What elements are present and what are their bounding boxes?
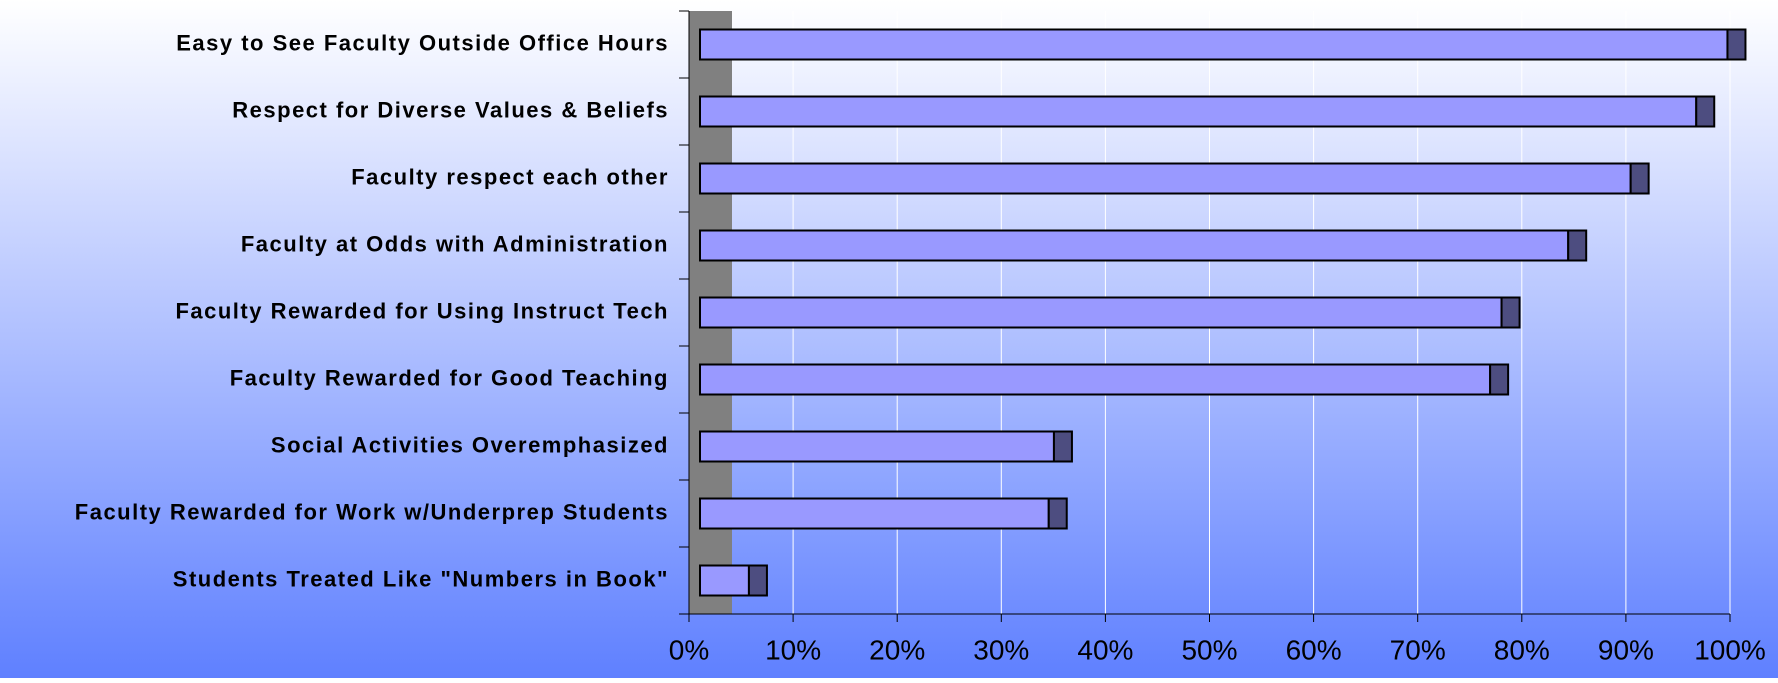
- y-tick-label: Easy to See Faculty Outside Office Hours: [176, 30, 669, 55]
- bar-side: [1489, 363, 1510, 396]
- bar: [699, 229, 1570, 262]
- x-tick-label: 30%: [973, 634, 1029, 665]
- bar: [699, 296, 1503, 329]
- bar-side: [1500, 296, 1521, 329]
- x-tick-label: 20%: [869, 634, 925, 665]
- bar: [699, 430, 1055, 463]
- x-tick-label: 90%: [1598, 634, 1654, 665]
- bar-side: [1726, 28, 1747, 61]
- bar: [699, 564, 750, 597]
- bar-side: [1695, 95, 1716, 128]
- y-tick-label: Faculty Rewarded for Using Instruct Tech: [175, 298, 669, 323]
- x-tick-label: 0%: [669, 634, 709, 665]
- y-tick-label: Faculty Rewarded for Work w/Underprep St…: [75, 499, 669, 524]
- y-tick-label: Faculty at Odds with Administration: [241, 231, 669, 256]
- bar: [699, 363, 1492, 396]
- bar-side: [1567, 229, 1588, 262]
- bar-side: [747, 564, 768, 597]
- x-tick-label: 70%: [1390, 634, 1446, 665]
- bar: [699, 95, 1698, 128]
- bar-side: [1629, 162, 1650, 195]
- x-tick-label: 40%: [1077, 634, 1133, 665]
- x-tick-label: 50%: [1181, 634, 1237, 665]
- x-tick-label: 80%: [1494, 634, 1550, 665]
- bar: [699, 28, 1729, 61]
- y-tick-label: Respect for Diverse Values & Beliefs: [232, 97, 669, 122]
- y-tick-label: Faculty respect each other: [351, 164, 669, 189]
- x-tick-label: 100%: [1694, 634, 1766, 665]
- bar: [699, 497, 1050, 530]
- y-tick-label: Students Treated Like "Numbers in Book": [173, 566, 669, 591]
- bar-side: [1047, 497, 1068, 530]
- bar-side: [1052, 430, 1073, 463]
- x-tick-label: 10%: [765, 634, 821, 665]
- x-tick-label: 60%: [1286, 634, 1342, 665]
- bar: [699, 162, 1632, 195]
- y-tick-label: Social Activities Overemphasized: [271, 432, 669, 457]
- y-tick-label: Faculty Rewarded for Good Teaching: [230, 365, 669, 390]
